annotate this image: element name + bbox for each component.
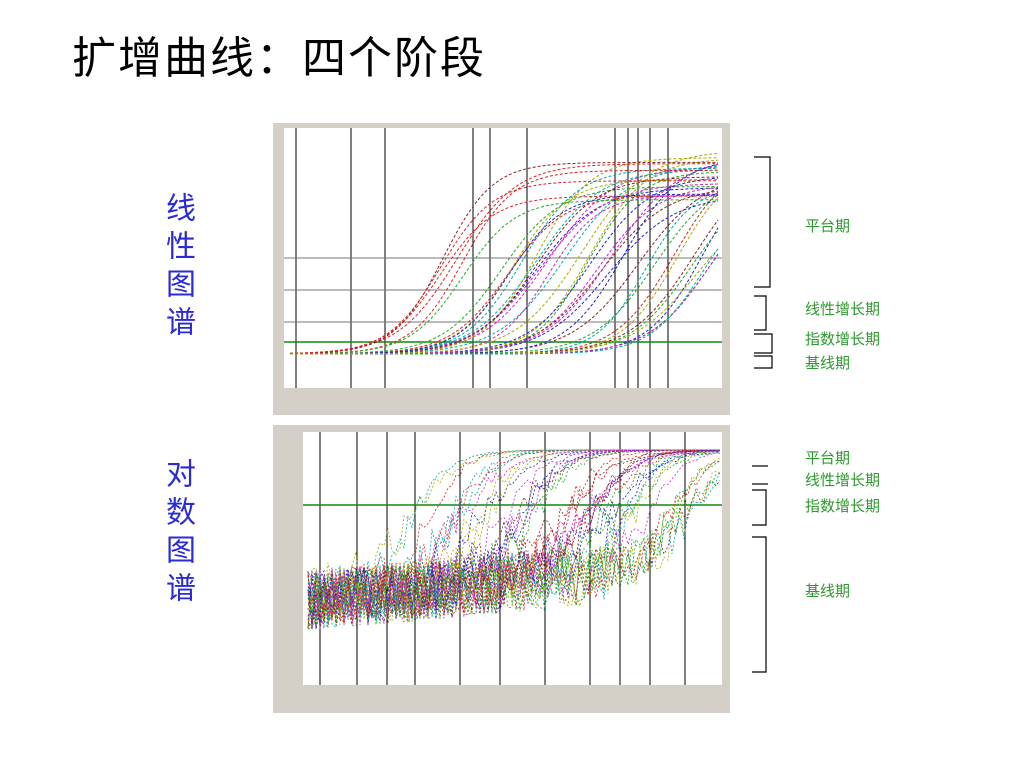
phase-label: 线性增长期 bbox=[805, 471, 881, 489]
curve bbox=[307, 460, 721, 625]
curve bbox=[307, 449, 720, 628]
curve bbox=[307, 449, 721, 630]
curve bbox=[307, 449, 721, 629]
curve bbox=[307, 449, 720, 630]
curve bbox=[307, 449, 720, 625]
curve bbox=[289, 161, 718, 355]
curve bbox=[307, 450, 721, 628]
curve bbox=[307, 450, 721, 629]
phase-label: 线性增长期 bbox=[805, 300, 881, 318]
curve bbox=[307, 449, 721, 624]
plot-area bbox=[303, 432, 722, 685]
phase-label: 平台期 bbox=[805, 217, 851, 235]
curve bbox=[307, 449, 720, 600]
curve bbox=[307, 449, 720, 630]
phase-label: 指数增长期 bbox=[805, 497, 881, 515]
phase-label: 指数增长期 bbox=[805, 330, 881, 348]
phase-label: 基线期 bbox=[805, 582, 851, 600]
panel-label: 线性图谱 bbox=[160, 192, 195, 344]
curve bbox=[307, 460, 721, 628]
curve bbox=[307, 471, 721, 619]
curve bbox=[307, 449, 720, 621]
curve bbox=[307, 452, 721, 626]
curve bbox=[307, 449, 720, 629]
slide-title: 扩增曲线：四个阶段 bbox=[72, 33, 486, 84]
phase-label: 基线期 bbox=[805, 354, 851, 372]
curve bbox=[289, 180, 718, 354]
brackets bbox=[752, 156, 773, 673]
curve bbox=[307, 449, 720, 624]
curve bbox=[307, 449, 720, 630]
curve bbox=[307, 449, 720, 628]
curve bbox=[290, 152, 719, 355]
curve bbox=[307, 450, 721, 624]
phase-label: 平台期 bbox=[805, 449, 851, 467]
curve bbox=[290, 199, 718, 355]
panel-label: 对数图谱 bbox=[160, 458, 195, 610]
curve bbox=[307, 449, 721, 625]
curve bbox=[307, 449, 720, 629]
